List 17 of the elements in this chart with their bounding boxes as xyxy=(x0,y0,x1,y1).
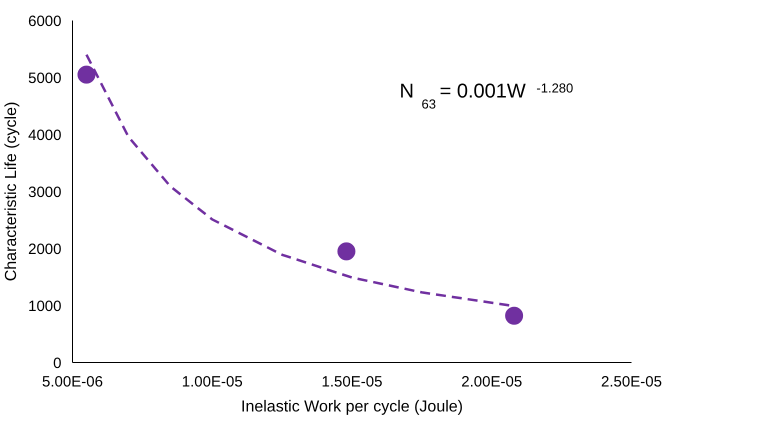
x-tick-label: 2.50E-05 xyxy=(601,374,662,390)
point xyxy=(337,242,356,260)
y-tick-label: 1000 xyxy=(28,298,62,315)
point xyxy=(77,66,96,84)
x-tick-label: 1.50E-05 xyxy=(322,374,382,390)
x-axis-title: Inelastic Work per cycle (Joule) xyxy=(241,398,463,416)
y-tick-label: 0 xyxy=(53,355,62,372)
point xyxy=(505,306,524,325)
x-tick-label: 5.00E-06 xyxy=(42,374,103,390)
x-tick-label: 1.00E-05 xyxy=(182,374,243,390)
y-tick-label: 3000 xyxy=(28,184,62,201)
x-tick-label: 2.00E-05 xyxy=(461,374,522,390)
y-axis-title: Characteristic Life (cycle) xyxy=(3,102,20,282)
y-tick-label: 5000 xyxy=(28,70,62,87)
y-tick-label: 2000 xyxy=(28,241,62,258)
y-tick-label: 6000 xyxy=(28,13,62,30)
y-tick-label: 4000 xyxy=(28,127,62,144)
